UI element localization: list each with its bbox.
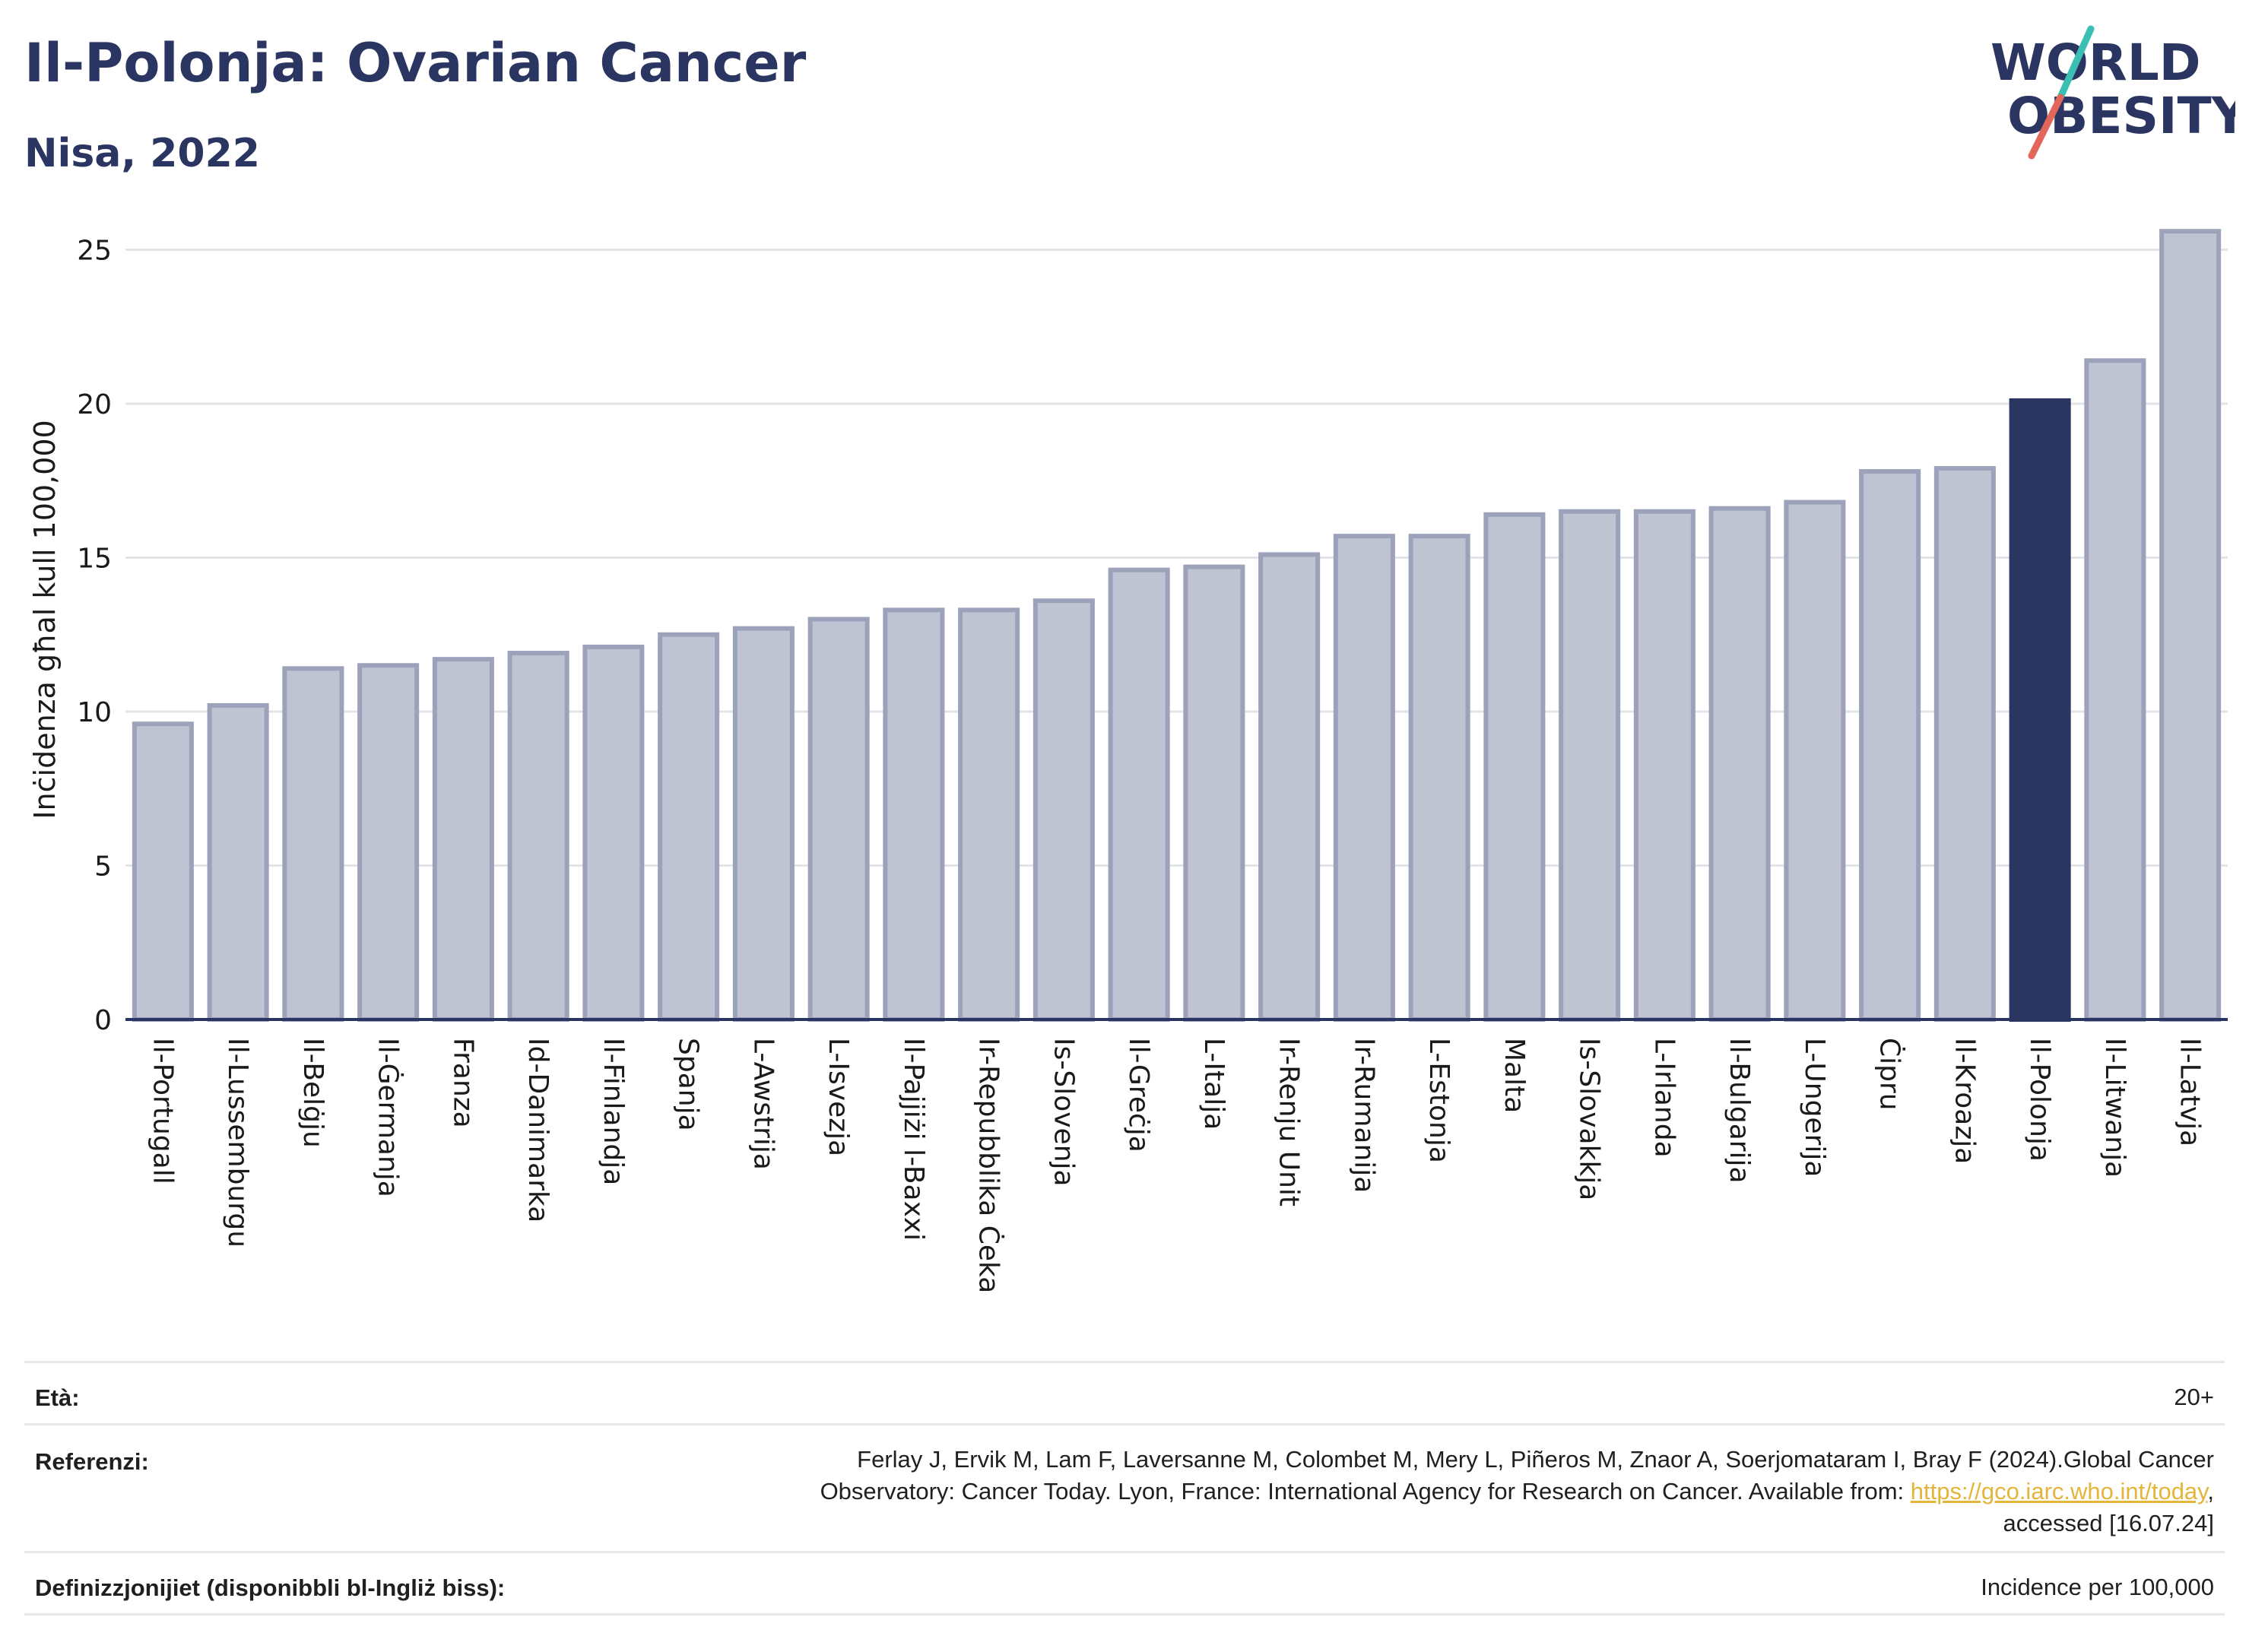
x-tick-label: L-Italja (1198, 1038, 1229, 1130)
bar (2084, 358, 2146, 1023)
x-tick-label: Ir-Rumanija (1348, 1038, 1379, 1193)
bar (1108, 567, 1170, 1022)
definitions-label: Definizzjonijiet (disponibbli bl-Ingliż … (35, 1574, 506, 1601)
bar (883, 607, 945, 1022)
x-tick-label: L-Ungerija (1799, 1038, 1830, 1177)
definitions-row: Definizzjonijiet (disponibbli bl-Ingliż … (24, 1551, 2225, 1616)
bar (2159, 229, 2222, 1023)
x-tick-label: Il-Ġermanja (373, 1038, 404, 1197)
logo-slash-red-icon (2028, 94, 2064, 160)
bar (1859, 469, 1921, 1023)
y-tick-label: 20 (77, 389, 112, 420)
y-tick-label: 10 (77, 697, 112, 728)
bar (1033, 598, 1095, 1022)
age-label: Età: (35, 1384, 80, 1411)
chart-title: Il-Polonja: Ovarian Cancer (24, 32, 807, 94)
y-tick-label: 0 (94, 1005, 112, 1036)
bar (1633, 509, 1695, 1022)
x-tick-label: Il-Lussemburgu (222, 1038, 253, 1248)
x-tick-label: Il-Kroazja (1949, 1038, 1980, 1164)
x-tick-label: Is-Slovenja (1048, 1038, 1079, 1187)
bar (357, 663, 420, 1022)
x-tick-label: Il-Portugall (147, 1038, 178, 1184)
y-tick-label: 25 (77, 236, 112, 267)
bar (207, 702, 269, 1023)
reference-line-3: accessed [16.07.24] (2003, 1510, 2214, 1536)
bar (958, 607, 1020, 1022)
reference-line-1: Ferlay J, Ervik M, Lam F, Laversanne M, … (857, 1446, 2214, 1473)
bar (132, 721, 194, 1022)
x-tick-label: Malta (1499, 1038, 1530, 1113)
x-tick-label: L-Irlanda (1648, 1038, 1680, 1158)
bar (1333, 534, 1395, 1022)
bar (1559, 509, 1621, 1022)
age-row: Età: 20+ (24, 1361, 2225, 1425)
x-tick-label: L-Isvezja (823, 1038, 854, 1156)
x-tick-label: Il-Bulgarija (1724, 1038, 1755, 1184)
x-tick-label: Il-Polonja (2024, 1038, 2055, 1162)
references-label: Referenzi: (35, 1448, 149, 1475)
bar (1708, 506, 1771, 1022)
reference-link[interactable]: https://gco.iarc.who.int/today (1910, 1478, 2208, 1505)
bar (432, 657, 494, 1023)
x-tick-label: Il-Latvja (2174, 1038, 2206, 1146)
x-tick-label: Ċipru (1874, 1038, 1906, 1111)
bar (732, 626, 795, 1022)
y-axis-label: Inċidenza għal kull 100,000 (28, 420, 62, 819)
world-obesity-logo: WORLD OBESITY (1977, 23, 2249, 160)
chart-subtitle: Nisa, 2022 (24, 131, 260, 176)
logo-slash-teal-icon (2057, 25, 2095, 101)
bar (1408, 534, 1470, 1022)
bar (582, 644, 645, 1022)
bar (1784, 499, 1846, 1023)
x-tick-label: Il-Pajjiżi l-Baxxi (898, 1038, 929, 1241)
bottom-divider (24, 1613, 2225, 1616)
y-tick-label: 15 (77, 544, 112, 575)
bar (807, 617, 870, 1022)
reference-line-2: Observatory: Cancer Today. Lyon, France:… (820, 1476, 2214, 1508)
bar (1183, 564, 1245, 1022)
bar (1933, 466, 1996, 1022)
x-tick-label: L-Awstrija (747, 1038, 779, 1170)
references-row: Referenzi: Ferlay J, Ervik M, Lam F, Lav… (24, 1423, 2225, 1553)
bar (507, 651, 569, 1022)
x-tick-label: Il-Greċja (1123, 1038, 1154, 1153)
bar (2009, 398, 2071, 1022)
bar (1483, 512, 1546, 1022)
x-tick-label: Id-Danimarka (522, 1038, 554, 1222)
references-value: Ferlay J, Ervik M, Lam F, Laversanne M, … (820, 1444, 2214, 1539)
bar (282, 666, 344, 1022)
x-tick-label: Il-Litwanja (2099, 1038, 2130, 1178)
x-tick-label: Il-Belġju (297, 1038, 328, 1148)
x-tick-label: Is-Slovakkja (1574, 1038, 1605, 1200)
bar (1258, 552, 1321, 1022)
x-tick-label: Il-Finlandja (598, 1038, 629, 1185)
bar (658, 632, 720, 1022)
reference-line-2-end: , (2207, 1478, 2214, 1505)
x-tick-label: L-Estonja (1423, 1038, 1454, 1163)
x-tick-label: Spanja (673, 1038, 704, 1131)
x-tick-label: Ir-Renju Unit (1274, 1038, 1305, 1206)
definitions-value: Incidence per 100,000 (1981, 1574, 2214, 1600)
bar-chart: 0 5 10 15 20 25 Il-Portugall Il-Lussemburgu Il-B… (0, 198, 2249, 1338)
x-tick-label: Ir-Repubblika Ċeka (973, 1038, 1005, 1293)
y-tick-label: 5 (94, 851, 112, 883)
logo-line1: WORLD (1990, 33, 2201, 92)
x-tick-label: Franza (447, 1038, 478, 1128)
age-value: 20+ (2174, 1384, 2214, 1410)
reference-line-2-text: Observatory: Cancer Today. Lyon, France:… (820, 1478, 1911, 1505)
